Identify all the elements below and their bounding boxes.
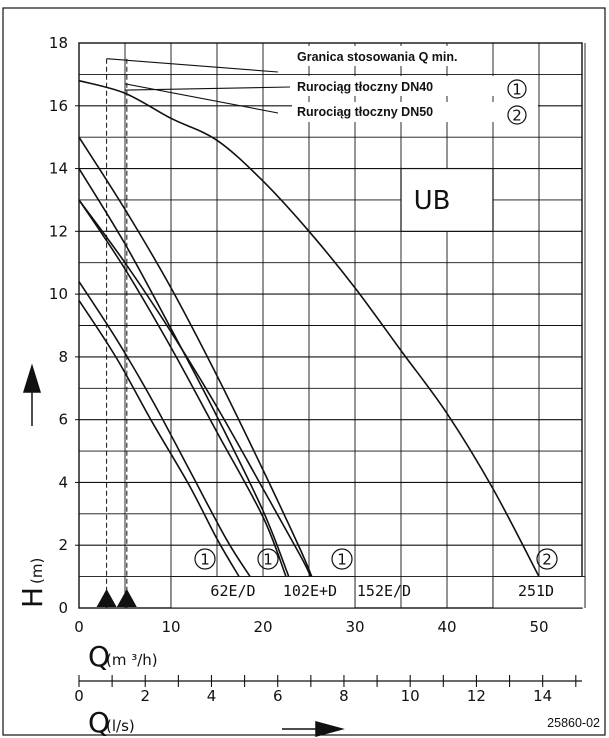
curve-marker-1a-circle [194, 548, 216, 570]
pump-curve-6 [78, 79, 540, 577]
curve-marker-2-circle [536, 548, 558, 570]
legend-background [292, 46, 462, 66]
pump-curve-2 [78, 168, 290, 577]
x-axis-arrow-icon [282, 721, 345, 737]
x2-tick-label: 0 [74, 687, 84, 705]
legend-background [292, 102, 500, 122]
curve-label-62: 62E/D [210, 582, 255, 600]
y-tick-label: 10 [49, 285, 68, 303]
ub-box [400, 167, 494, 232]
y-tick-label: 2 [58, 536, 68, 554]
series-group [78, 79, 540, 578]
qmin-triangle-marker [116, 589, 137, 607]
curve-marker-1c-text: 1 [337, 551, 347, 569]
pump-curve-3 [78, 199, 287, 577]
legend-dn40-text: Rurociąg tłoczny DN40 [297, 80, 433, 94]
pump-curve-5 [78, 199, 312, 577]
legend-background [494, 78, 538, 122]
ub-box-label: UB [414, 186, 451, 216]
x2-axis-label: Q [88, 706, 110, 738]
qmin-triangle-marker [96, 589, 117, 607]
y-axis-label: H [16, 587, 49, 608]
x2-tick-label: 2 [140, 687, 150, 705]
legend-qmin-text: Granica stosowania Q min. [297, 50, 457, 64]
y-tick-label: 6 [58, 411, 68, 429]
curve-marker-2-text: 2 [542, 551, 552, 569]
x-axis-label: Q [88, 640, 110, 673]
x2-tick-label: 8 [339, 687, 349, 705]
curve-label-strip [493, 576, 585, 608]
curve-marker-1a-text: 1 [200, 551, 210, 569]
x2-axis-unit: (l/s) [106, 717, 135, 735]
y-tick-label: 16 [49, 97, 68, 115]
x-tick-label: 20 [253, 618, 272, 636]
legend-dn50-text: Rurociąg tłoczny DN50 [297, 105, 433, 119]
x2-tick-label: 4 [207, 687, 217, 705]
y-axis-arrow-icon [22, 363, 42, 426]
x-axis-unit: (m ³/h) [106, 651, 158, 669]
x2-tick-label: 12 [467, 687, 486, 705]
legend-dn50-marker-text: 2 [512, 107, 522, 125]
curve-label-152: 152E/D [357, 582, 411, 600]
leader-line-dn50 [124, 83, 279, 114]
y-tick-label: 14 [49, 160, 68, 178]
pump-curve-1 [78, 299, 240, 578]
legend-dn40-marker-circle [507, 79, 527, 99]
y-tick-label: 18 [49, 34, 68, 52]
x-tick-label: 50 [529, 618, 548, 636]
leader-line-qmin [106, 58, 279, 73]
pump-curve-4 [78, 136, 313, 577]
plot-frame [78, 42, 583, 609]
y-tick-label: 4 [58, 473, 68, 491]
y-tick-label: 0 [58, 599, 68, 617]
image-code: 25860-02 [547, 716, 600, 730]
y-tick-label: 12 [49, 222, 68, 240]
curve-label-102: 102E+D [283, 582, 337, 600]
pump-curve-0 [78, 281, 251, 578]
y-tick-label: 8 [58, 348, 68, 366]
curve-marker-1b-circle [257, 548, 279, 570]
grid [78, 42, 586, 609]
legend-background [292, 76, 500, 96]
x2-tick-label: 10 [401, 687, 420, 705]
curve-marker-1c-circle [331, 548, 353, 570]
chart-frame [2, 7, 606, 736]
curve-label-strip [171, 576, 355, 608]
curve-label-251: 251D [518, 582, 554, 600]
curve-marker-1b-text: 1 [263, 551, 273, 569]
x-tick-label: 0 [74, 618, 84, 636]
y-axis-unit: (m) [28, 558, 46, 584]
x-tick-label: 30 [345, 618, 364, 636]
x-tick-label: 10 [161, 618, 180, 636]
legend-dn50-marker-circle [507, 105, 527, 125]
x2-tick-label: 14 [533, 687, 552, 705]
x2-tick-label: 6 [273, 687, 283, 705]
x-tick-label: 40 [437, 618, 456, 636]
legend-dn40-marker-text: 1 [512, 81, 522, 99]
